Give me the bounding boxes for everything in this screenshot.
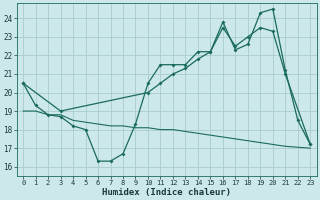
X-axis label: Humidex (Indice chaleur): Humidex (Indice chaleur) <box>102 188 231 197</box>
